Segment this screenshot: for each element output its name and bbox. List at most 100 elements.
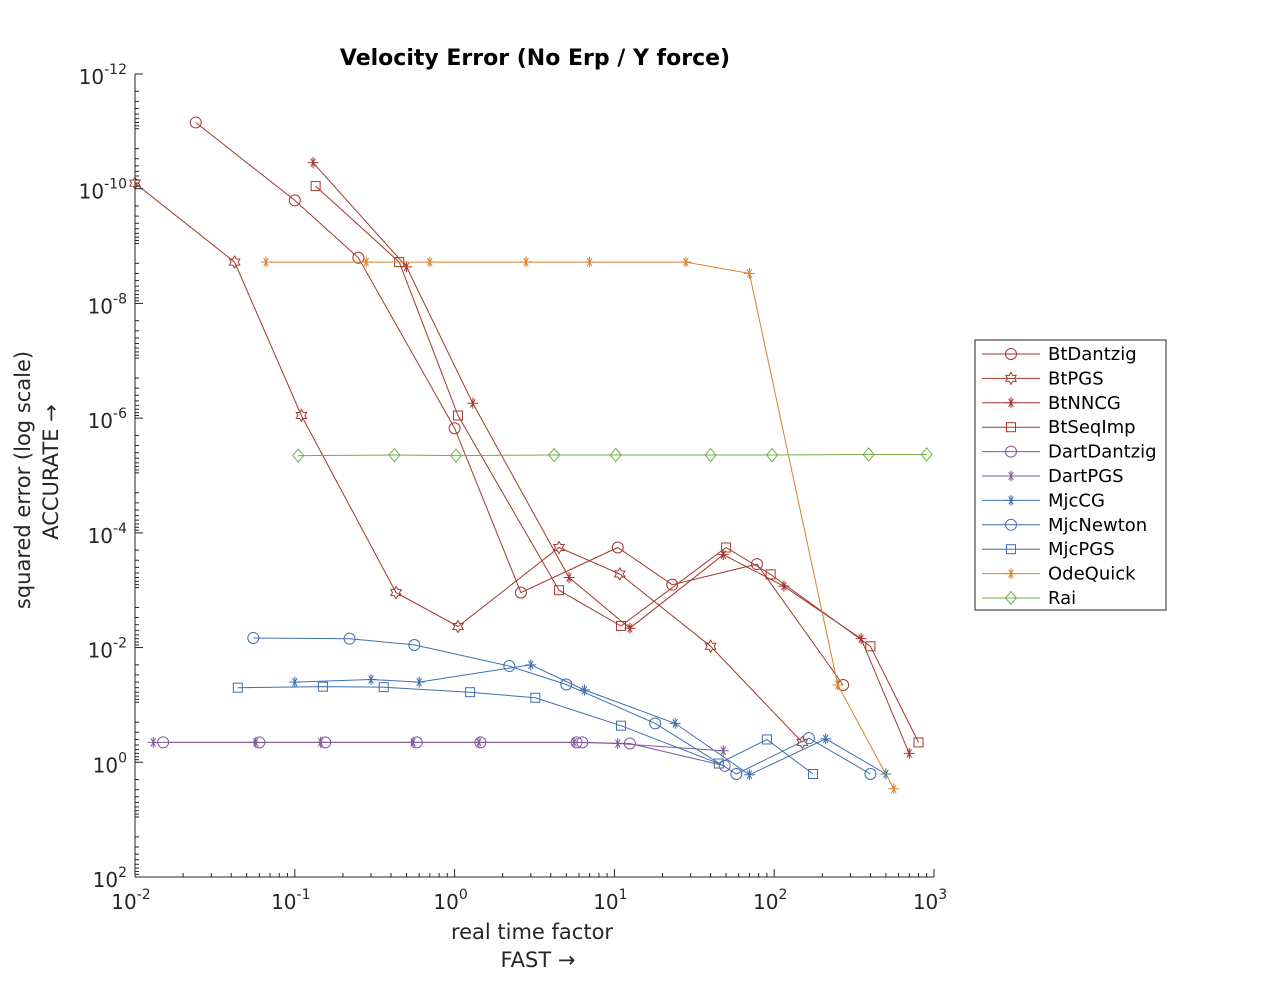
data-point-rai bbox=[548, 447, 561, 463]
legend-marker-mjcpgs bbox=[1006, 544, 1016, 555]
series-line-btnncg bbox=[312, 162, 910, 754]
data-point-btdantzig bbox=[666, 578, 679, 591]
data-point-mjccg bbox=[820, 733, 832, 745]
y-axis-label: squared error (log scale) bbox=[11, 351, 35, 609]
legend-marker-dartdantzig bbox=[1005, 445, 1017, 458]
legend-label-dartpgs: DartPGS bbox=[1048, 466, 1124, 487]
data-point-mjccg bbox=[579, 684, 591, 696]
y-tick-label-base: 10 bbox=[88, 294, 113, 318]
data-point-rai bbox=[765, 447, 779, 463]
x-tick-label-exponent: 3 bbox=[938, 887, 947, 903]
legend-marker-btnncg bbox=[1005, 397, 1017, 409]
y-tick-label-exponent: -8 bbox=[113, 291, 127, 307]
y-tick-label: 10-8 bbox=[88, 291, 127, 318]
legend-entry-btseqimp: BtSeqImp bbox=[982, 417, 1136, 438]
x-tick-label-exponent: -1 bbox=[297, 887, 311, 903]
legend-marker-mjcnewton bbox=[1005, 518, 1017, 531]
data-point-mjcpgs bbox=[465, 687, 476, 698]
legend-label-dartdantzig: DartDantzig bbox=[1048, 442, 1157, 463]
legend-label-mjccg: MjcCG bbox=[1048, 490, 1105, 511]
data-point-mjccg bbox=[669, 717, 681, 729]
x-tick-label-exponent: -2 bbox=[137, 887, 151, 903]
legend-label-btdantzig: BtDantzig bbox=[1048, 344, 1137, 365]
legend-label-mjcpgs: MjcPGS bbox=[1048, 539, 1115, 560]
data-point-mjcnewton bbox=[802, 732, 815, 745]
series-rai bbox=[292, 447, 933, 463]
data-point-mjcpgs bbox=[378, 682, 389, 693]
legend-marker-mjccg bbox=[1005, 494, 1017, 506]
legend-entry-btpgs: BtPGS bbox=[982, 368, 1104, 389]
data-point-mjcpgs bbox=[761, 734, 772, 745]
series-line-btdantzig bbox=[195, 122, 844, 686]
y-tick-label-base: 10 bbox=[88, 524, 113, 548]
x-ticks: 10-2 10-1 100 101 102 103 bbox=[111, 869, 947, 914]
data-point-odequick bbox=[888, 783, 900, 795]
data-point-btpgs bbox=[295, 408, 308, 423]
x-tick-label-exponent: 2 bbox=[778, 887, 787, 903]
series-mjccg bbox=[289, 659, 892, 781]
data-point-btseqimp bbox=[865, 641, 876, 652]
data-point-rai bbox=[292, 448, 305, 463]
data-point-btseqimp bbox=[310, 181, 321, 192]
x-tick-label: 103 bbox=[913, 887, 947, 914]
plot-area bbox=[128, 74, 934, 878]
legend-entry-btdantzig: BtDantzig bbox=[982, 344, 1137, 365]
series-line-btpgs bbox=[134, 182, 803, 743]
series-btdantzig bbox=[189, 116, 850, 692]
data-point-dartpgs bbox=[407, 736, 419, 748]
legend-entry-dartpgs: DartPGS bbox=[982, 466, 1124, 487]
series-line-mjcnewton bbox=[253, 637, 871, 775]
data-point-btdantzig bbox=[288, 194, 301, 207]
data-point-odequick bbox=[260, 256, 272, 268]
x-tick-label-exponent: 0 bbox=[459, 887, 468, 903]
y-tick-label-exponent: -10 bbox=[104, 177, 127, 193]
legend-label-btnncg: BtNNCG bbox=[1048, 393, 1121, 414]
legend: BtDantzig BtPGS BtNNCG BtSeqImp DartDantzig D… bbox=[974, 339, 1167, 611]
data-point-mjcpgs bbox=[530, 692, 541, 703]
y-tick-label-base: 10 bbox=[88, 639, 113, 663]
x-tick-label: 10-2 bbox=[111, 887, 150, 914]
data-point-rai bbox=[388, 447, 401, 463]
data-point-mjcnewton bbox=[247, 631, 260, 644]
legend-marker-dartpgs bbox=[1005, 470, 1017, 482]
legend-label-btpgs: BtPGS bbox=[1048, 368, 1104, 389]
y-tick-label: 10-12 bbox=[79, 62, 127, 89]
data-point-mjccg bbox=[289, 676, 301, 688]
data-point-mjccg bbox=[743, 769, 755, 781]
chart-title: Velocity Error (No Erp / Y force) bbox=[340, 46, 730, 71]
data-point-btdantzig bbox=[189, 116, 202, 129]
y-tick-label: 10-2 bbox=[88, 636, 127, 663]
data-point-mjcpgs bbox=[808, 768, 819, 779]
data-point-dartpgs bbox=[473, 736, 485, 748]
series-odequick bbox=[260, 256, 900, 795]
series-dartpgs bbox=[147, 736, 729, 757]
legend-box bbox=[974, 339, 1167, 611]
series-btseqimp bbox=[310, 181, 924, 748]
legend-label-btseqimp: BtSeqImp bbox=[1048, 417, 1136, 438]
series-line-dartdantzig bbox=[163, 741, 725, 767]
data-point-mjcnewton bbox=[649, 717, 662, 730]
data-point-btseqimp bbox=[913, 737, 924, 748]
y-tick-label-base: 10 bbox=[93, 753, 118, 777]
data-point-btseqimp bbox=[452, 410, 463, 421]
y-tick-label-exponent: -12 bbox=[104, 62, 127, 78]
x-tick-label: 10-1 bbox=[271, 887, 310, 914]
data-point-btnncg bbox=[717, 549, 729, 561]
y-tick-label: 10-10 bbox=[79, 177, 127, 204]
data-point-rai bbox=[449, 448, 463, 463]
x-tick-label-base: 10 bbox=[111, 890, 136, 914]
data-point-dartpgs bbox=[315, 736, 327, 748]
data-point-mjccg bbox=[365, 673, 377, 685]
y-tick-label-base: 10 bbox=[79, 65, 104, 89]
data-point-btnncg bbox=[400, 261, 412, 273]
data-point-btnncg bbox=[778, 580, 790, 592]
x-tick-label-base: 10 bbox=[433, 890, 458, 914]
legend-marker-btseqimp bbox=[1006, 422, 1016, 433]
data-point-mjcpgs bbox=[616, 720, 627, 731]
y-tick-label-base: 10 bbox=[79, 180, 104, 204]
legend-marker-odequick bbox=[1005, 568, 1017, 580]
legend-entry-mjcpgs: MjcPGS bbox=[982, 539, 1115, 560]
series-mjcpgs bbox=[232, 681, 819, 779]
